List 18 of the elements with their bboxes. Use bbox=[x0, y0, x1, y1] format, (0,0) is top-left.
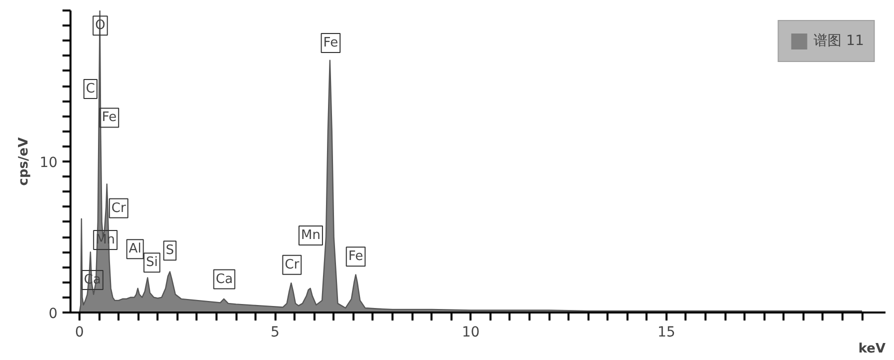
annotation: S bbox=[166, 243, 174, 258]
annotation: Si bbox=[146, 255, 158, 270]
annotation: Fe bbox=[102, 110, 117, 126]
annotation: C bbox=[86, 82, 95, 97]
x-tick-label: 5 bbox=[270, 324, 280, 340]
annotation: Mn bbox=[301, 228, 320, 243]
y-axis-title: cps/eV bbox=[16, 137, 32, 186]
x-axis-title: keV bbox=[858, 342, 886, 356]
annotation: Fe bbox=[348, 249, 364, 264]
annotation: Ca bbox=[216, 272, 233, 287]
x-tick-label: 10 bbox=[462, 324, 480, 340]
annotation: Al bbox=[128, 242, 142, 257]
x-tick-label: 0 bbox=[75, 324, 84, 340]
annotation: Cr bbox=[284, 257, 300, 272]
x-tick-label: 15 bbox=[657, 324, 676, 340]
legend-label: 谱图 11 bbox=[814, 32, 864, 50]
annotation: Cr bbox=[111, 200, 126, 216]
annotation: Fe bbox=[323, 35, 338, 50]
